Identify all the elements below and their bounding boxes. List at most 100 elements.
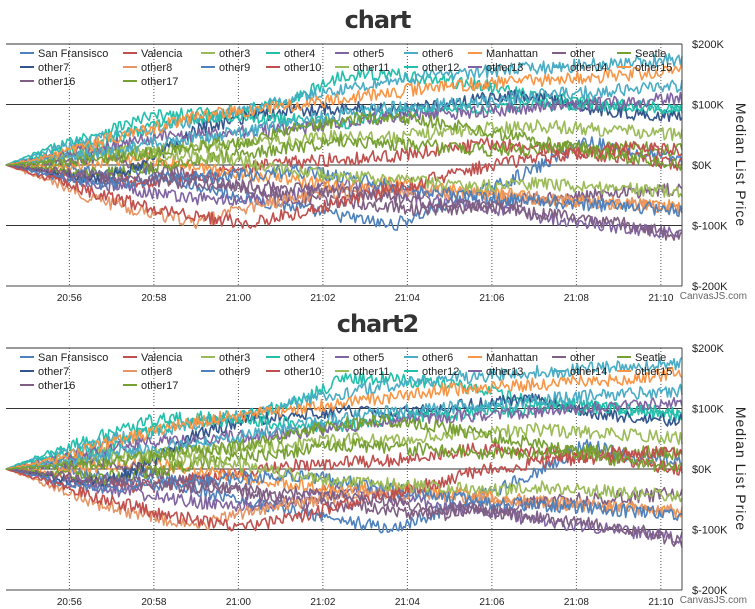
chart-credit[interactable]: CanvasJS.com: [679, 595, 747, 606]
x-tick-label: 21:04: [395, 597, 420, 608]
legend-item[interactable]: other: [552, 48, 595, 60]
y-tick-label: $200K: [692, 343, 724, 355]
series-line-other17[interactable]: [5, 413, 683, 473]
series-line-other6[interactable]: [5, 357, 683, 470]
chart-credit[interactable]: CanvasJS.com: [679, 291, 747, 302]
x-tick-label: 21:06: [479, 293, 504, 304]
legend-item[interactable]: other11: [335, 62, 390, 74]
chart-canvas: $-200K $-100K $0K $100K $200K Median List Pri…: [5, 39, 749, 304]
legend-item[interactable]: Valencia: [123, 48, 183, 60]
legend-item[interactable]: other9: [201, 62, 250, 74]
legend-item[interactable]: other: [552, 352, 595, 364]
series-line-other10[interactable]: [5, 140, 683, 229]
series-line-other16[interactable]: [5, 164, 683, 241]
legend-label: other5: [353, 48, 384, 60]
legend-item[interactable]: other16: [20, 76, 75, 88]
legend-label: other15: [635, 366, 672, 378]
legend-label: other6: [422, 48, 453, 60]
series-line-other14[interactable]: [5, 79, 683, 166]
series-line-other9[interactable]: [5, 163, 683, 217]
series-line-other4[interactable]: [5, 371, 683, 470]
legend-item[interactable]: other10: [266, 366, 321, 378]
x-tick-label: 20:58: [141, 597, 166, 608]
y-tick-label: $0K: [692, 464, 712, 476]
series-line-other15[interactable]: [5, 366, 683, 470]
x-tick-label: 21:00: [226, 597, 251, 608]
legend-item[interactable]: other3: [201, 48, 250, 60]
legend-label: other12: [422, 62, 459, 74]
legend-item[interactable]: other12: [404, 62, 459, 74]
legend-label: other16: [38, 380, 75, 392]
legend-label: other7: [38, 366, 69, 378]
series-line-other8[interactable]: [5, 164, 683, 230]
legend-item[interactable]: other17: [123, 380, 178, 392]
legend-label: other3: [219, 48, 250, 60]
legend-item[interactable]: other13: [468, 366, 523, 378]
legend-item[interactable]: other14: [552, 366, 607, 378]
series-line-other7[interactable]: [5, 89, 683, 185]
legend-item[interactable]: other11: [335, 366, 390, 378]
x-tick-label: 21:10: [648, 597, 673, 608]
series-group: [5, 357, 683, 548]
y-axis-title: Median List Price: [733, 407, 749, 531]
legend-item[interactable]: Manhattan: [468, 352, 538, 364]
series-line-other17[interactable]: [6, 111, 683, 171]
legend-item[interactable]: Valencia: [123, 352, 183, 364]
y-tick-label: $200K: [692, 39, 724, 51]
series-line-other8[interactable]: [5, 468, 683, 531]
series-line-other15[interactable]: [5, 62, 683, 166]
legend-item[interactable]: Manhattan: [468, 48, 538, 60]
series-line-other7[interactable]: [5, 392, 683, 489]
y-tick-label: $100K: [692, 100, 724, 112]
legend-item[interactable]: other15: [617, 62, 672, 74]
legend-item[interactable]: San Fransisco: [20, 352, 108, 364]
legend-item[interactable]: other4: [266, 352, 315, 364]
x-tick-label: 21:08: [564, 597, 589, 608]
legend-item[interactable]: other13: [468, 62, 523, 74]
series-line-other[interactable]: [6, 454, 683, 522]
legend-label: other11: [353, 62, 390, 74]
legend-item[interactable]: other8: [123, 366, 172, 378]
legend-label: other8: [141, 62, 172, 74]
legend-label: other16: [38, 76, 75, 88]
legend-item[interactable]: other7: [20, 62, 69, 74]
chart-title: chart: [344, 6, 412, 34]
legend-label: other13: [486, 366, 523, 378]
series-line-other16[interactable]: [5, 468, 683, 548]
legend-label: other10: [284, 366, 321, 378]
legend-item[interactable]: other14: [552, 62, 607, 74]
series-line-other11[interactable]: [5, 447, 683, 503]
legend-label: other9: [219, 366, 250, 378]
legend-item[interactable]: other5: [335, 48, 384, 60]
legend-label: other17: [141, 76, 178, 88]
series-line-other10[interactable]: [5, 445, 683, 532]
y-tick-label: $-100K: [692, 221, 728, 233]
legend-item[interactable]: other9: [201, 366, 250, 378]
chart-panel-1: chart $-200K $-100K $0K $100K $200K Median Li…: [0, 0, 755, 304]
legend-item[interactable]: other15: [617, 366, 672, 378]
series-line-other9[interactable]: [5, 468, 683, 521]
legend-item[interactable]: other17: [123, 76, 178, 88]
legend-item[interactable]: other12: [404, 366, 459, 378]
legend-item[interactable]: other8: [123, 62, 172, 74]
legend-label: other: [570, 48, 595, 60]
series-line-seatle[interactable]: [5, 437, 683, 486]
y-tick-label: $0K: [692, 160, 712, 172]
chart-title: chart2: [336, 310, 420, 338]
x-tick-label: 21:02: [310, 597, 335, 608]
legend-item[interactable]: Seatle: [617, 352, 666, 364]
legend-item[interactable]: other6: [404, 48, 453, 60]
legend-item[interactable]: Seatle: [617, 48, 666, 60]
series-line-other6[interactable]: [5, 52, 683, 166]
legend-item[interactable]: other3: [201, 352, 250, 364]
legend-item[interactable]: San Fransisco: [20, 48, 108, 60]
legend-item[interactable]: other7: [20, 366, 69, 378]
legend-item[interactable]: other4: [266, 48, 315, 60]
series-line-other14[interactable]: [5, 383, 683, 470]
series-line-other[interactable]: [5, 149, 683, 216]
legend-item[interactable]: other5: [335, 352, 384, 364]
legend-item[interactable]: other10: [266, 62, 321, 74]
legend-item[interactable]: other6: [404, 352, 453, 364]
legend-label: San Fransisco: [38, 352, 108, 364]
legend-item[interactable]: other16: [20, 380, 75, 392]
